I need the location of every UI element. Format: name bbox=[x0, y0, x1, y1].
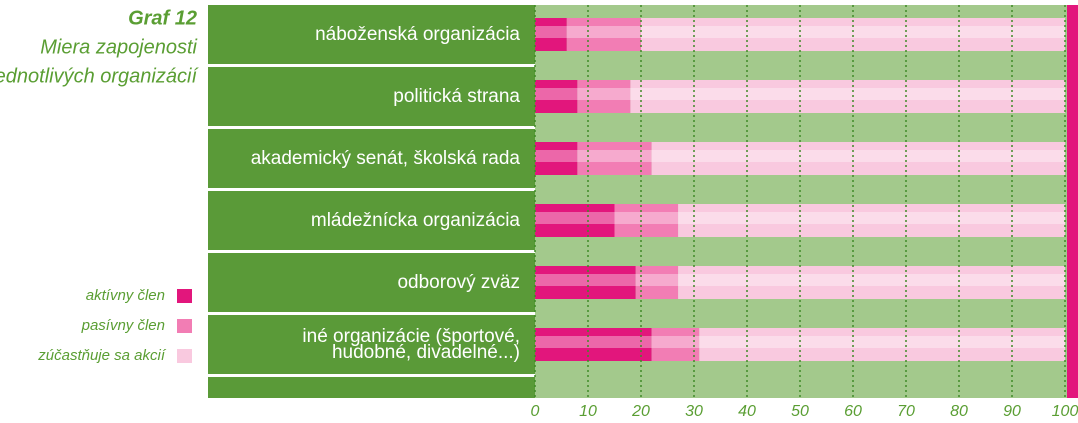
x-tick-label: 30 bbox=[685, 403, 703, 420]
edge-strip bbox=[1067, 5, 1078, 398]
bar-segment bbox=[535, 18, 567, 51]
category-label: náboženská organizácia bbox=[315, 23, 520, 45]
legend-label: aktívny člen bbox=[86, 287, 165, 304]
legend-label: pasívny člen bbox=[81, 317, 165, 334]
x-tick-label: 50 bbox=[791, 403, 809, 420]
chart-title: Graf 12 bbox=[128, 7, 197, 29]
bar-segment bbox=[678, 266, 1065, 299]
bar-segment bbox=[651, 328, 700, 361]
bar-segment bbox=[699, 328, 1065, 361]
bar-segment bbox=[535, 204, 615, 237]
bar-segment bbox=[535, 142, 578, 175]
label-box bbox=[208, 253, 535, 312]
row-separator bbox=[208, 312, 535, 315]
bar-segment bbox=[678, 204, 1065, 237]
bar-segment bbox=[535, 80, 578, 113]
row-separator bbox=[208, 64, 535, 67]
bar-segment bbox=[535, 328, 652, 361]
x-tick-label: 40 bbox=[738, 403, 756, 420]
label-box bbox=[208, 67, 535, 126]
legend-swatch bbox=[177, 289, 192, 303]
bar-sheen bbox=[535, 212, 1065, 224]
subtitle: jednotlivých organizácií bbox=[0, 65, 199, 87]
label-box bbox=[208, 5, 535, 64]
legend-swatch bbox=[177, 349, 192, 363]
bar-segment bbox=[651, 142, 1065, 175]
x-tick-label: 10 bbox=[579, 403, 597, 420]
label-box bbox=[208, 377, 535, 398]
category-label: odborový zväz bbox=[397, 271, 520, 293]
legend-label: zúčastňuje sa akcií bbox=[37, 347, 167, 364]
label-box bbox=[208, 191, 535, 250]
label-box bbox=[208, 129, 535, 188]
bar-segment bbox=[577, 80, 631, 113]
category-label: akademický senát, školská rada bbox=[250, 147, 520, 169]
x-tick-label: 100 bbox=[1052, 403, 1078, 420]
row-separator bbox=[208, 188, 535, 191]
row-separator bbox=[208, 374, 535, 377]
bar-segment bbox=[566, 18, 641, 51]
row-separator bbox=[208, 126, 535, 129]
bar-segment bbox=[635, 266, 679, 299]
bar-segment bbox=[614, 204, 679, 237]
x-tick-label: 0 bbox=[531, 403, 540, 420]
row-separator bbox=[208, 250, 535, 253]
legend-swatch bbox=[177, 319, 192, 333]
bar-segment bbox=[577, 142, 652, 175]
label-box bbox=[208, 315, 535, 374]
x-tick-label: 90 bbox=[1003, 403, 1021, 420]
x-tick-label: 80 bbox=[950, 403, 968, 420]
bar-sheen bbox=[535, 88, 1065, 100]
bar-segment bbox=[535, 266, 636, 299]
x-tick-label: 60 bbox=[844, 403, 862, 420]
category-label: mládežnícka organizácia bbox=[310, 209, 520, 231]
x-tick-label: 20 bbox=[631, 403, 650, 420]
bar-segment bbox=[630, 80, 1065, 113]
x-tick-label: 70 bbox=[897, 403, 915, 420]
category-label: politická strana bbox=[393, 85, 520, 107]
category-label: iné organizácie (športové, hudobné, diva… bbox=[302, 325, 520, 363]
subtitle: Miera zapojenosti bbox=[40, 36, 197, 58]
